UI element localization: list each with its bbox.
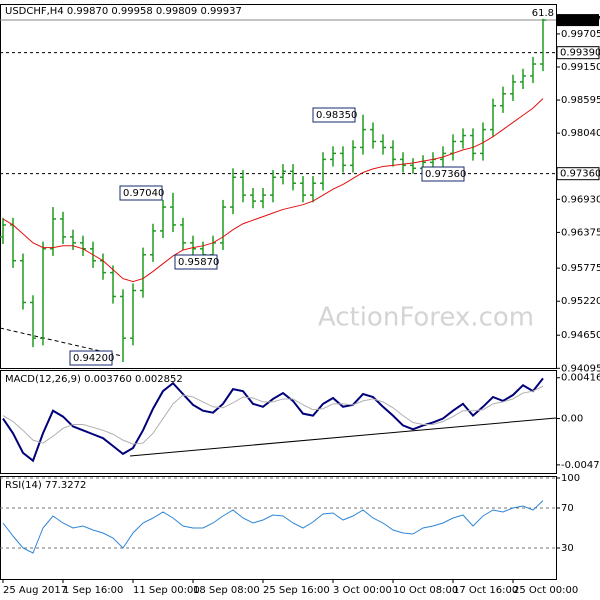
- level-box: [556, 167, 600, 181]
- y-tick-label: 0.99150: [561, 62, 600, 73]
- x-tick-label: 3 Oct 00:00: [333, 585, 392, 596]
- price-panel: [0, 4, 557, 369]
- rsi-title: RSI(14) 77.3272: [5, 480, 86, 491]
- annotation: 0.94200: [73, 353, 114, 364]
- y-tick-label: 0.98040: [561, 128, 600, 139]
- chart-title: USDCHF,H4 0.99870 0.99958 0.99809 0.9993…: [5, 6, 242, 17]
- y-tick-label: 0.96375: [561, 227, 600, 238]
- level-label: 0.97360: [560, 169, 600, 180]
- y-tick-label: 0.94650: [561, 330, 600, 341]
- annotation: 0.97040: [123, 188, 164, 199]
- y-tick-label: 0.99705: [561, 29, 600, 40]
- x-tick-label: 1 Sep 16:00: [63, 585, 123, 596]
- y-tick-label: 30: [561, 543, 574, 554]
- y-tick-label: 0.96930: [561, 194, 600, 205]
- annotation: 0.97360: [425, 169, 466, 180]
- y-tick-label: -0.004723: [561, 460, 600, 471]
- x-tick-label: 11 Sep 00:00: [133, 585, 200, 596]
- level-label: 0.99390: [560, 48, 600, 59]
- y-tick-label: 70: [561, 503, 574, 514]
- indicator-line: [2, 385, 544, 445]
- annotation-box: [421, 166, 465, 182]
- macd-title: MACD(12,26,9) 0.003760 0.002852: [5, 374, 183, 385]
- rsi-panel: [0, 476, 557, 580]
- annotation-box: [69, 350, 113, 366]
- macd-panel: [0, 370, 557, 474]
- macd-trend-line: [129, 417, 557, 457]
- fib-label: 61.8: [532, 8, 554, 19]
- y-tick-label: 0.95220: [561, 296, 600, 307]
- x-tick-label: 25 Aug 2017: [3, 585, 67, 596]
- watermark: ActionForex.com: [318, 303, 534, 333]
- last-price-box: [557, 14, 599, 27]
- annotation-box: [312, 107, 356, 123]
- y-tick-label: 100: [561, 473, 580, 484]
- y-tick-label: 0.004164: [561, 373, 600, 384]
- x-tick-label: 17 Oct 16:00: [453, 585, 518, 596]
- x-tick-label: 10 Oct 08:00: [393, 585, 458, 596]
- y-tick-label: 0.00: [561, 414, 583, 425]
- last-price-label: 0.99937: [560, 15, 600, 26]
- annotation-box: [174, 254, 218, 270]
- indicator-line: [2, 500, 544, 554]
- indicator-line: [2, 377, 544, 463]
- annotation: 0.95870: [178, 257, 219, 268]
- x-tick-label: 25 Oct 00:00: [513, 585, 578, 596]
- annotation-box: [119, 185, 163, 201]
- y-tick-label: 0.98595: [561, 95, 600, 106]
- y-tick-label: 0.95775: [561, 263, 600, 274]
- y-tick-label: 0.94095: [561, 363, 600, 374]
- x-tick-label: 25 Sep 16:00: [263, 585, 330, 596]
- x-tick-label: 18 Sep 08:00: [193, 585, 260, 596]
- moving-average: [2, 98, 544, 283]
- level-box: [556, 46, 600, 60]
- annotation: 0.98350: [316, 110, 357, 121]
